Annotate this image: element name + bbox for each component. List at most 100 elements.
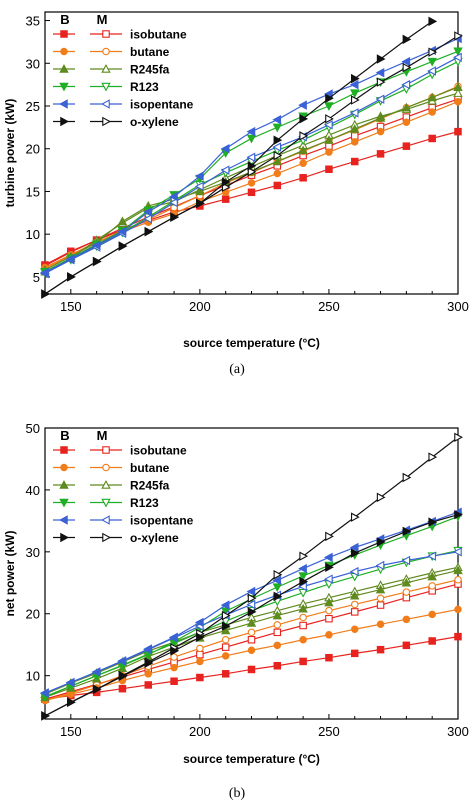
data-point xyxy=(92,256,102,267)
legend-marker-modified xyxy=(101,498,111,508)
data-point xyxy=(325,93,334,104)
legend-marker-modified xyxy=(102,30,110,38)
data-point xyxy=(273,641,282,650)
data-point xyxy=(194,617,204,628)
data-point xyxy=(273,570,283,580)
data-point xyxy=(220,165,230,175)
data-point xyxy=(246,599,256,610)
data-point xyxy=(143,214,152,224)
series-isobutane-basic xyxy=(41,127,462,269)
legend-label: o-xylene xyxy=(130,531,179,545)
data-point xyxy=(273,181,282,190)
legend-marker-basic xyxy=(59,99,68,109)
data-point xyxy=(375,113,386,122)
data-point xyxy=(375,584,386,594)
legend-entry-R123: R123 xyxy=(53,80,159,94)
data-point xyxy=(221,643,230,651)
data-point xyxy=(272,583,283,593)
y-tick-label: 20 xyxy=(26,607,40,622)
data-point xyxy=(402,62,412,73)
y-tick-label: 40 xyxy=(26,483,40,498)
legend-header-modified: M xyxy=(97,12,108,27)
data-point xyxy=(65,254,75,264)
data-point xyxy=(427,66,436,76)
data-point xyxy=(298,588,308,598)
legend-entry-R123: R123 xyxy=(53,496,159,510)
legend-entry-isobutane: isobutane xyxy=(53,444,187,458)
data-point xyxy=(350,73,360,84)
data-point xyxy=(272,610,283,620)
legend-marker-modified xyxy=(102,47,110,56)
data-point xyxy=(67,272,76,282)
chart-a-xlabel: source temperature (°C) xyxy=(183,336,320,350)
data-point xyxy=(298,145,308,155)
data-point xyxy=(376,492,386,503)
data-point xyxy=(273,169,282,178)
legend-marker-basic xyxy=(59,498,69,508)
data-point xyxy=(454,509,463,520)
legend-marker-modified xyxy=(102,532,111,543)
data-point xyxy=(428,582,436,590)
y-tick-label: 25 xyxy=(26,99,40,114)
data-point xyxy=(67,697,76,708)
data-point xyxy=(221,621,231,631)
data-point xyxy=(144,681,153,689)
data-point xyxy=(220,600,230,610)
data-point xyxy=(194,181,204,192)
data-point xyxy=(402,588,411,596)
legend-marker-modified xyxy=(101,515,110,525)
data-point xyxy=(169,191,178,202)
data-point xyxy=(221,635,230,644)
data-point xyxy=(273,150,283,161)
legend-marker-modified xyxy=(101,480,111,489)
data-point xyxy=(221,670,230,678)
data-point xyxy=(246,618,257,627)
legend-label: butane xyxy=(130,461,170,475)
data-point xyxy=(350,124,360,133)
data-point xyxy=(196,673,204,682)
x-tick-label: 200 xyxy=(189,299,211,314)
data-point xyxy=(376,601,385,609)
data-point xyxy=(247,635,256,644)
data-point xyxy=(247,593,257,603)
data-point xyxy=(401,79,411,90)
y-tick-label: 5 xyxy=(33,270,40,285)
legend-header-basic: B xyxy=(60,428,69,443)
data-point xyxy=(92,684,102,695)
data-point xyxy=(221,652,230,660)
legend-entry-isopentane: isopentane xyxy=(53,98,194,112)
series-line xyxy=(44,131,459,266)
legend-header-modified: M xyxy=(97,428,108,443)
data-point xyxy=(272,123,283,133)
legend-entry-isobutane: isobutane xyxy=(53,28,187,42)
data-point xyxy=(376,537,386,547)
data-point xyxy=(350,89,360,99)
y-tick-label: 10 xyxy=(26,669,40,684)
data-point xyxy=(221,195,230,203)
data-point xyxy=(453,82,463,91)
data-point xyxy=(350,649,359,658)
data-point xyxy=(298,100,307,110)
data-point xyxy=(247,161,257,171)
data-point xyxy=(376,54,386,64)
data-point xyxy=(246,586,256,597)
data-point xyxy=(272,142,282,152)
data-point xyxy=(323,552,333,563)
legend-entry-butane: butane xyxy=(53,461,170,475)
y-tick-label: 15 xyxy=(26,184,40,199)
data-point xyxy=(272,575,282,586)
legend-marker-basic xyxy=(60,47,68,56)
x-tick-label: 150 xyxy=(60,299,82,314)
data-point xyxy=(454,127,462,136)
data-point xyxy=(247,628,256,637)
y-tick-label: 10 xyxy=(26,227,40,242)
data-point xyxy=(325,531,334,542)
data-point xyxy=(401,56,411,67)
data-point xyxy=(375,67,385,78)
data-point xyxy=(350,548,360,558)
data-point xyxy=(246,152,256,162)
data-point xyxy=(298,572,308,581)
legend-marker-modified xyxy=(102,463,110,472)
data-point xyxy=(169,197,178,208)
